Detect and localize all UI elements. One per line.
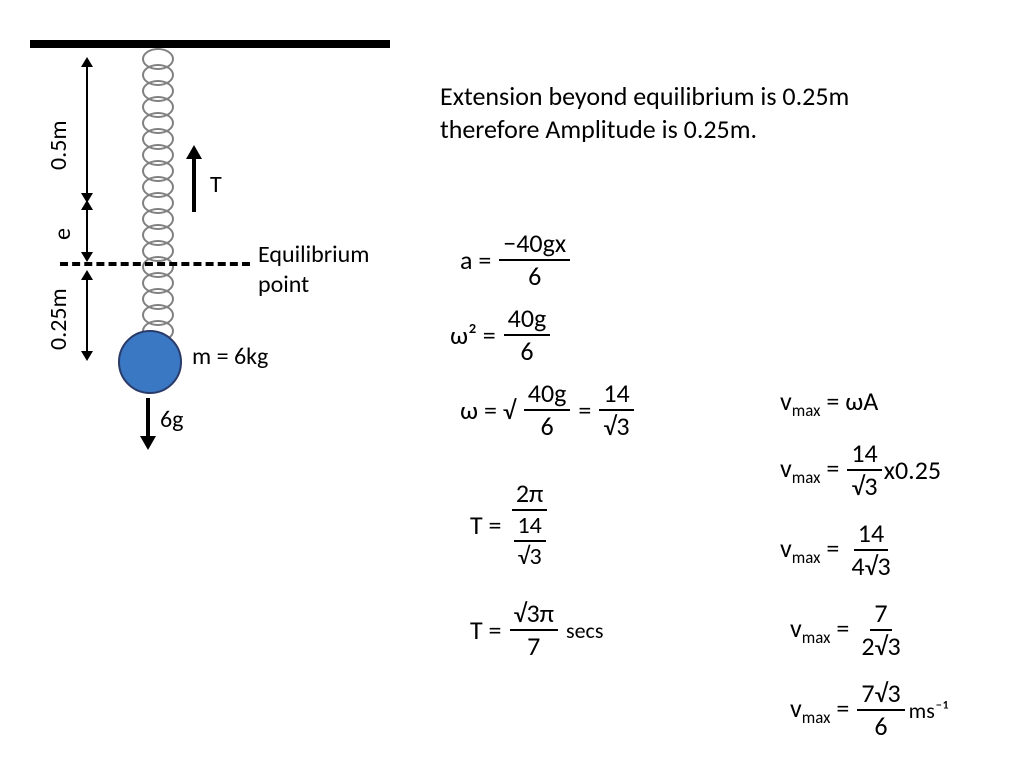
eq-w2-lhs: ω² = [450,319,496,351]
mass-circle [118,330,182,394]
eq-T2-den: 7 [523,631,544,660]
eq-v5-den: 6 [870,711,891,740]
eq-w: ω = √ 40g 6 = 14 √3 [460,380,634,441]
eq-v-lhs: v [780,385,792,417]
eq-a-num: −40gx [499,230,570,261]
eq-w2-num: 40g [504,305,551,336]
eq-T2-lhs: T = [470,614,502,646]
eq-v2-den: √3 [847,471,881,500]
eq-v1: vmax = ωA [780,385,878,421]
eq-T2: T = √3π 7 secs [470,600,603,661]
eq-v3-den: 4√3 [847,551,894,580]
eq-v1-rhs: = ωA [821,385,879,417]
intro-paragraph: Extension beyond equilibrium is 0.25m th… [440,80,860,145]
eq-v5-unit: ms⁻¹ [909,697,949,724]
eq-T: T = 2π 14 √3 [470,480,550,570]
support-bar [30,40,390,48]
eq-T2-num: √3π [510,600,559,631]
eq-w-den2: √3 [599,411,633,440]
eq-w-lhs: ω = √ [460,394,516,426]
eq-v2-num: 14 [847,440,881,471]
eq-T-lhs: T = [470,509,502,541]
eq-v3-num: 14 [854,520,888,551]
eq-T-den-num: 14 [514,513,546,542]
eq-w2: ω² = 40g 6 [450,305,550,366]
eq-w-num2: 14 [599,380,633,411]
eq-a-den: 6 [524,261,545,290]
spring [140,48,180,352]
eq-w-den: 6 [536,411,557,440]
eq-T-num: 2π [512,480,548,511]
tension-label: T [210,170,222,199]
equilibrium-label-1: Equilibrium [258,240,369,269]
eq-v5: vmax = 7√3 6 ms⁻¹ [790,680,948,741]
equilibrium-label-2: point [258,270,309,299]
eq-a: a = −40gx 6 [460,230,570,291]
dim-3-label: 0.25m [44,288,73,350]
eq-v2-tail: x0.25 [884,454,941,486]
mass-label: m = 6kg [192,342,268,371]
eq-v2: vmax = 14 √3 x0.25 [780,440,941,501]
eq-a-lhs: a = [460,244,491,276]
stage: T Equilibrium point m = 6kg 6g 0.5m e 0.… [0,0,1024,768]
eq-v4-den: 2√3 [857,631,904,660]
equilibrium-dashed-line [60,262,250,266]
eq-T-den-den: √3 [514,542,546,569]
dim-1-label: 0.5m [44,120,73,170]
eq-w2-den: 6 [516,336,537,365]
dim-2-label: e [48,228,77,240]
eq-v-sub: max [792,400,821,421]
eq-w-num: 40g [524,380,571,411]
eq-v4-num: 7 [870,600,891,631]
weight-label: 6g [160,405,183,434]
eq-v5-num: 7√3 [857,680,904,711]
eq-v4: vmax = 7 2√3 [790,600,905,661]
eq-w-mid: = [578,394,591,426]
eq-v3: vmax = 14 4√3 [780,520,895,581]
eq-T2-unit: secs [566,617,603,644]
